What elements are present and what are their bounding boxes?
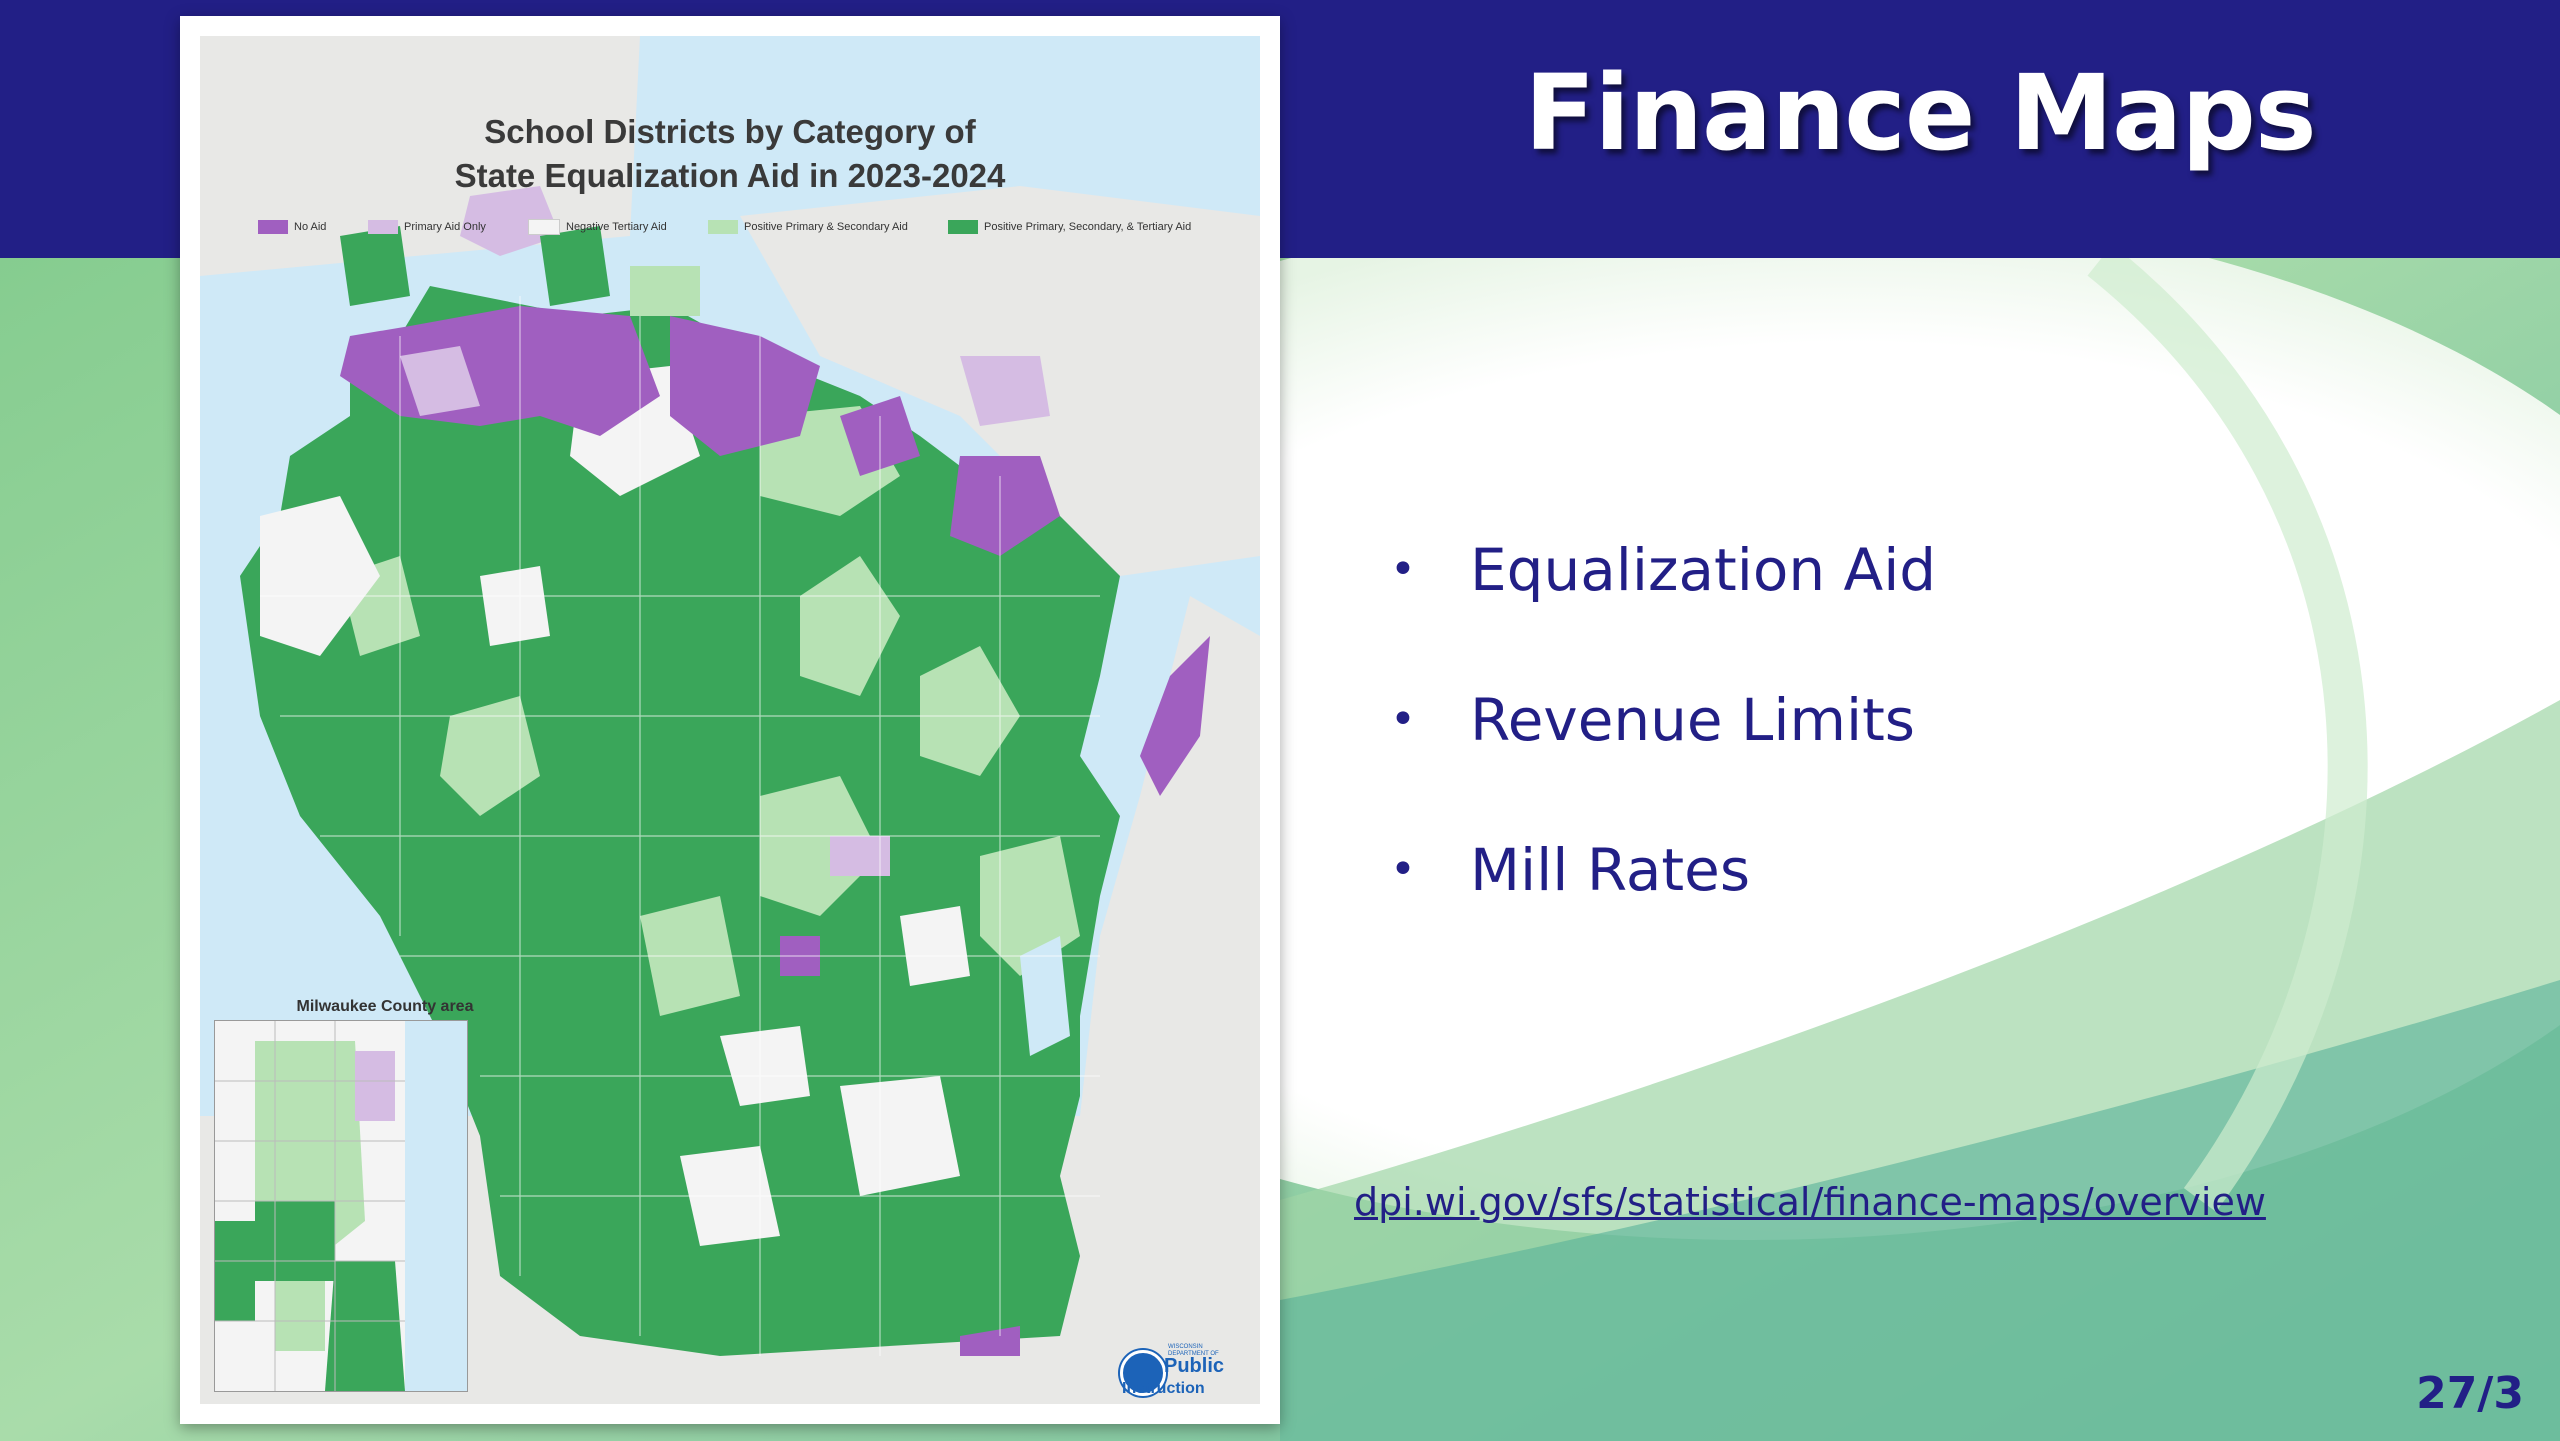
bullet-item: • Mill Rates [1390,820,1936,970]
milwaukee-inset-map [214,1020,468,1392]
map-image: School Districts by Category of State Eq… [180,16,1280,1424]
map-title-line1: School Districts by Category of [484,113,976,150]
dpi-logo: WISCONSIN DEPARTMENT OF Public Instructi… [1120,1344,1240,1400]
milwaukee-map-icon [215,1021,405,1391]
bullet-dot-icon: • [1390,544,1416,595]
legend-item: Negative Tertiary Aid [528,216,667,238]
legend-label: Primary Aid Only [404,221,486,233]
inset-title: Milwaukee County area [296,998,474,1015]
logo-small-text: WISCONSIN DEPARTMENT OF [1168,1344,1219,1357]
legend-swatch [528,219,560,236]
slide-title: Finance Maps [1524,52,2316,174]
bullet-dot-icon: • [1390,694,1416,745]
map-title-line2: State Equalization Aid in 2023-2024 [454,157,1006,194]
legend-item: Positive Primary & Secondary Aid [708,216,908,238]
dpi-logo-icon [1120,1350,1166,1396]
legend-item: Positive Primary, Secondary, & Tertiary … [948,216,1191,238]
legend-label: Negative Tertiary Aid [566,221,667,233]
legend-label: Positive Primary & Secondary Aid [744,221,908,233]
bullet-dot-icon: • [1390,844,1416,895]
map-legend: No Aid Primary Aid Only Negative Tertiar… [258,216,1238,238]
bullet-list: • Equalization Aid • Revenue Limits • Mill … [1390,520,1936,970]
map-canvas: School Districts by Category of State Eq… [200,36,1260,1404]
legend-swatch [708,220,738,235]
legend-swatch [368,220,398,235]
legend-label: No Aid [294,221,327,233]
legend-swatch [258,220,288,235]
bullet-item: • Revenue Limits [1390,670,1936,820]
legend-item: No Aid [258,216,326,238]
logo-public-text: Public [1164,1355,1225,1377]
legend-item: Primary Aid Only [368,216,486,238]
source-link[interactable]: dpi.wi.gov/sfs/statistical/finance-maps/… [1354,1180,2266,1224]
bullet-item: • Equalization Aid [1390,520,1936,670]
legend-swatch [948,220,978,235]
bullet-text: Equalization Aid [1470,536,1937,604]
legend-label: Positive Primary, Secondary, & Tertiary … [984,221,1192,233]
bullet-text: Mill Rates [1470,836,1751,904]
bullet-text: Revenue Limits [1470,686,1916,754]
page-number: 27/3 [2416,1368,2524,1419]
map-title: School Districts by Category of State Eq… [200,110,1260,198]
logo-instruction-text: Instruction [1122,1380,1205,1397]
